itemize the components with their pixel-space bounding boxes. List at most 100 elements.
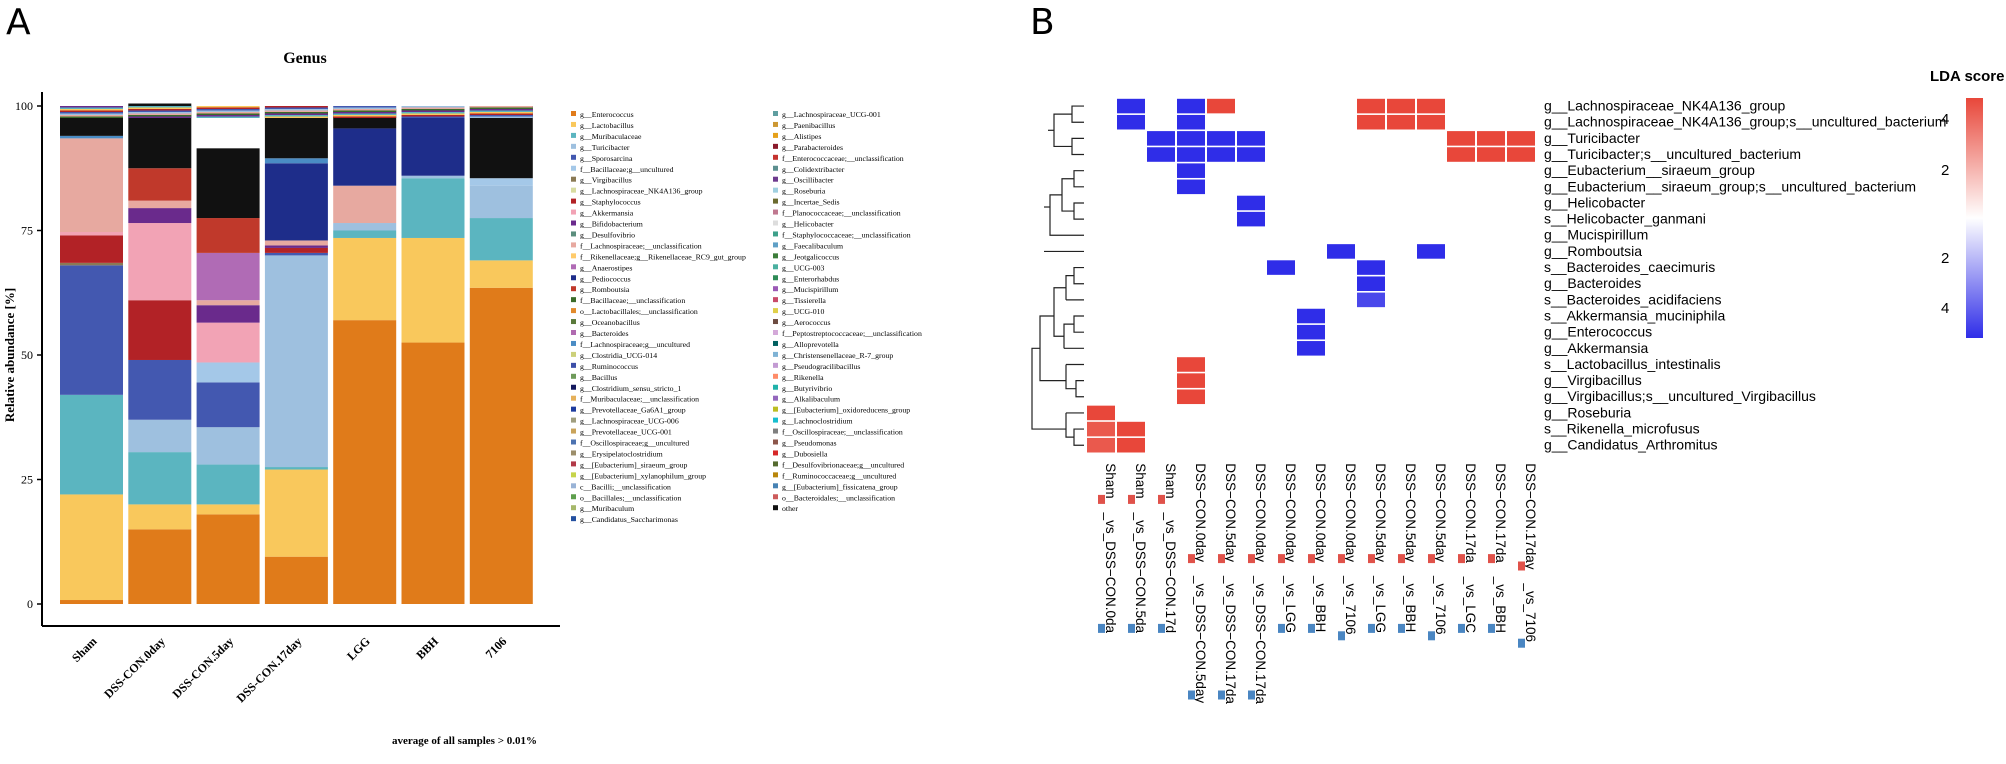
- legend-entry: g__Prevotellaceae_UCG-001: [580, 428, 672, 437]
- legend-entry: g__Pseudomonas: [782, 439, 837, 448]
- legend-swatch: [773, 439, 778, 445]
- bar-segment: [60, 265, 123, 395]
- legend-swatch: [571, 264, 576, 270]
- legend-entry: g__Turicibacter: [580, 143, 630, 152]
- row-dendrogram: [1031, 105, 1084, 446]
- dendrogram-branch: [1071, 105, 1084, 123]
- heatmap-cell: [1267, 260, 1295, 275]
- panel-b-letter: B: [1030, 2, 1055, 43]
- legend-entry: g__Anaerostipes: [580, 263, 632, 272]
- legend-entry: g__[Eubacterium]_oxidoreducens_group: [782, 406, 910, 415]
- heatmap-cell: [1507, 131, 1535, 146]
- legend-swatch: [773, 505, 778, 511]
- dendrogram-branch: [1073, 266, 1084, 285]
- bar-segment: [196, 148, 260, 219]
- bar-segment-minor: [128, 112, 192, 114]
- bar-segment: [60, 135, 123, 139]
- heatmap-cell: [1477, 131, 1505, 146]
- heatmap-cell: [1477, 147, 1505, 162]
- bar-segment: [128, 223, 192, 301]
- bar-segment-minor: [333, 106, 397, 108]
- heatmap-cell: [1207, 98, 1235, 114]
- legend-swatch: [571, 494, 576, 500]
- legend-entry: g__Faecalibaculum: [782, 241, 843, 250]
- legend-entry: g__Lactobacillus: [580, 121, 634, 130]
- colorbar-tick-label: 4: [1941, 111, 1949, 128]
- bar-segment-minor: [469, 116, 533, 118]
- column-label: DSS−CON.0day_vs_BBH: [1313, 463, 1328, 632]
- legend-entry: g__Alistipes: [782, 132, 821, 141]
- legend-entry: g__Rikenella: [782, 373, 824, 382]
- heatmap-cell: [1147, 131, 1175, 146]
- bar-segment-minor: [264, 112, 328, 114]
- bar-segment: [264, 158, 328, 164]
- heatmap-cell: [1417, 244, 1445, 259]
- legend-swatch: [571, 275, 576, 281]
- legend-entry: f__Oscillospiraceae;g__uncultured: [580, 439, 689, 448]
- bar-segment-minor: [469, 115, 533, 117]
- legend-entry: g__Prevotellaceae_Ga6A1_group: [580, 406, 686, 415]
- legend-swatch: [571, 297, 576, 303]
- bar-segment: [196, 322, 260, 363]
- bar-segment: [401, 178, 465, 238]
- legend-swatch: [773, 406, 778, 412]
- bar-segment-minor: [196, 106, 260, 108]
- column-label: DSS−CON.5day_vs_DSS−CON.17da: [1223, 463, 1238, 704]
- bar-segment-minor: [60, 110, 123, 112]
- legend-swatch: [571, 220, 576, 226]
- legend-swatch: [773, 143, 778, 149]
- legend-swatch: [773, 373, 778, 379]
- legend-swatch: [571, 154, 576, 160]
- bar-segment-minor: [264, 106, 328, 108]
- heatmap-cell: [1297, 341, 1325, 356]
- bar-segment: [60, 231, 123, 236]
- y-axis-label: Relative abundance [%]: [2, 288, 17, 422]
- legend-swatch: [571, 406, 576, 412]
- bar-segment: [401, 342, 465, 604]
- heatmap-cell: [1357, 292, 1385, 308]
- group-tag-red: [1428, 554, 1435, 564]
- legend-swatch: [773, 165, 778, 171]
- y-tick-label: 75: [21, 224, 33, 238]
- dendrogram-branch: [1063, 323, 1074, 349]
- bar-segment-minor: [401, 115, 465, 117]
- legend-swatch: [571, 340, 576, 346]
- bar-segment: [469, 218, 533, 261]
- group-tag-blue: [1098, 623, 1105, 633]
- legend-swatch: [571, 319, 576, 325]
- legend-entry: g__Enterorhabdus: [782, 274, 839, 283]
- legend-swatch: [571, 143, 576, 149]
- legend-entry: g__Ruminococcus: [580, 362, 638, 371]
- legend-entry: g__UCG-003: [782, 263, 825, 272]
- legend-entry: g__Lachnospiraceae_UCG-006: [580, 417, 679, 426]
- legend-entry: g__Dubosiella: [782, 449, 828, 458]
- legend-entry: f__Lachnospiraceae;g__uncultured: [580, 340, 690, 349]
- legend-swatch: [773, 286, 778, 292]
- heatmap-cell: [1087, 421, 1115, 437]
- legend-swatch: [571, 111, 576, 116]
- legend-swatch: [571, 242, 576, 248]
- row-label: g__Turicibacter: [1544, 130, 1640, 146]
- heatmap-cell: [1177, 389, 1205, 405]
- legend-entry: f__Desulfovibrionaceae;g__uncultured: [782, 460, 904, 469]
- legend-swatch: [773, 450, 778, 456]
- bar-segment-minor: [60, 112, 123, 114]
- dendrogram-branch: [1075, 380, 1084, 398]
- panel-a-chart: A Genus Relative abundance [%] 0 25 50 75 10…: [2, 2, 922, 747]
- bar-segment-minor: [264, 109, 328, 111]
- dendrogram-branch: [1049, 194, 1062, 236]
- legend-swatch: [773, 198, 778, 204]
- legend-entry: g__Oceanobacillus: [580, 318, 640, 327]
- group-tag-blue: [1458, 623, 1465, 633]
- heatmap-cell: [1117, 437, 1145, 453]
- heatmap-cell: [1177, 98, 1205, 114]
- column-label: Sham_vs_DSS−CON.0da: [1103, 463, 1118, 633]
- bar-segment: [128, 300, 192, 360]
- bar-segment-minor: [469, 113, 533, 115]
- legend-swatch: [773, 297, 778, 303]
- heatmap-cell: [1177, 163, 1205, 178]
- heatmap-cell: [1507, 147, 1535, 162]
- dendrogram-branch: [1061, 178, 1074, 212]
- legend-entry: f__Ruminococcaceae;g__uncultured: [782, 471, 896, 480]
- legend-swatch: [571, 253, 576, 259]
